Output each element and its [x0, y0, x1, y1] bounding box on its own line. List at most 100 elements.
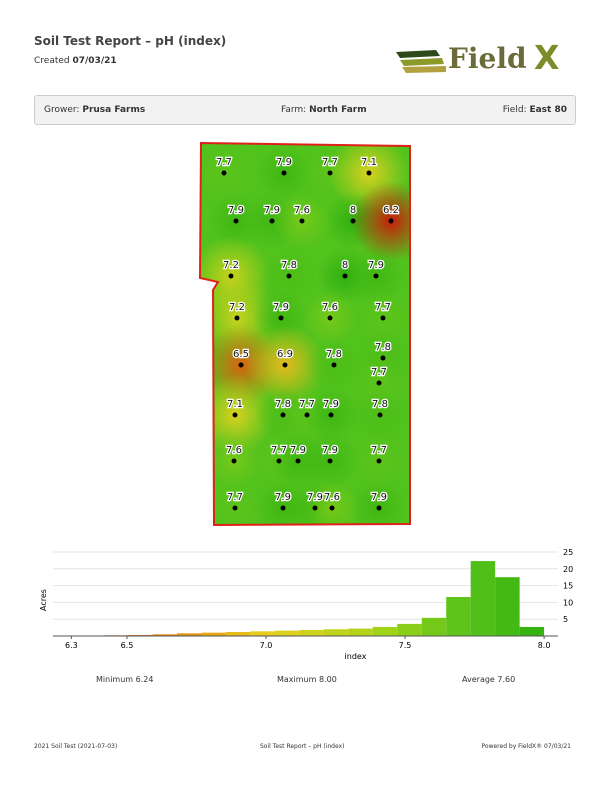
sample-label: 7.6 — [324, 492, 340, 503]
bar — [177, 633, 202, 636]
stat-max: Maximum 8.00 — [277, 675, 337, 684]
sample-dot — [295, 458, 301, 464]
sample-label: 7.8 — [281, 260, 297, 271]
sample-dot — [327, 458, 333, 464]
sample-dot — [380, 355, 386, 361]
sample-dot — [376, 380, 382, 386]
sample-label: 7.9 — [264, 205, 280, 216]
sample-label: 7.7 — [371, 367, 387, 378]
y-tick-label: 20 — [563, 565, 573, 574]
bar — [299, 629, 324, 636]
bar — [421, 617, 447, 636]
sample-dot — [232, 412, 238, 418]
sample-label: 7.9 — [371, 492, 387, 503]
sample-label: 7.9 — [322, 445, 338, 456]
sample-label: 7.2 — [223, 260, 239, 271]
stat-avg: Average 7.60 — [462, 675, 515, 684]
value: Prusa Farms — [82, 105, 146, 115]
logo-icon — [396, 50, 446, 73]
x-tick-label: 6.3 — [65, 641, 78, 650]
label: Average — [462, 675, 495, 684]
bar — [397, 623, 422, 636]
x-tick-label: 7.5 — [399, 641, 412, 650]
sample-dot — [276, 458, 282, 464]
x-tick-label: 7.0 — [260, 641, 273, 650]
sample-label: 7.9 — [323, 399, 339, 410]
sample-label: 6.9 — [277, 349, 293, 360]
sample-dot — [238, 362, 244, 368]
sample-dot — [327, 170, 333, 176]
label: Grower: — [44, 105, 80, 115]
sample-label: 7.9 — [228, 205, 244, 216]
sample-label: 7.7 — [371, 445, 387, 456]
footer-left: 2021 Soil Test (2021-07-03) — [34, 743, 118, 750]
field-map: 7.7 7.9 7.7 7.17.9 7.9 7.6 8 6.27.2 7.8 8 7.97.2 7.… — [198, 141, 411, 527]
x-axis-label: index — [345, 652, 367, 661]
sample-dot — [327, 315, 333, 321]
sample-label: 7.9 — [275, 492, 291, 503]
sample-label: 7.9 — [290, 445, 306, 456]
sample-dot — [233, 218, 239, 224]
sample-label: 7.9 — [273, 302, 289, 313]
sample-dot — [350, 218, 356, 224]
sample-label: 7.8 — [372, 399, 388, 410]
sample-dot — [342, 273, 348, 279]
created: Created 07/03/21 — [34, 56, 117, 66]
label: Maximum — [277, 675, 317, 684]
sample-label: 7.7 — [299, 399, 315, 410]
bar — [152, 634, 178, 636]
sample-dot — [282, 362, 288, 368]
bar — [348, 628, 373, 636]
sample-label: 7.8 — [326, 349, 342, 360]
sample-label: 7.7 — [227, 492, 243, 503]
sample-label: 6.5 — [233, 349, 249, 360]
y-tick-label: 15 — [563, 582, 573, 591]
sample-label: 7.2 — [229, 302, 245, 313]
bar — [201, 632, 226, 636]
sample-label: 7.6 — [322, 302, 338, 313]
farm: Farm: North Farm — [281, 105, 367, 115]
value: 8.00 — [318, 675, 337, 684]
value: East 80 — [529, 105, 567, 115]
title: Soil Test Report – pH (index) — [34, 34, 227, 48]
sample-dot — [329, 505, 335, 511]
logo: Field X — [396, 38, 566, 77]
logo-word: Field — [448, 42, 527, 75]
sample-dot — [278, 315, 284, 321]
sample-dot — [380, 315, 386, 321]
y-tick-label: 10 — [563, 598, 573, 607]
bar — [250, 631, 275, 636]
bar — [274, 630, 300, 636]
histogram: 5 10 15 20 25 6.3 6.5 7.0 7.5 8.0 index Acres — [39, 548, 573, 661]
bar — [372, 626, 398, 636]
sample-dot — [304, 412, 310, 418]
y-axis-label: Acres — [39, 589, 48, 611]
sample-dot — [231, 458, 237, 464]
value: 7.60 — [497, 675, 516, 684]
sample-dot — [269, 218, 275, 224]
footer-center: Soil Test Report – pH (index) — [260, 743, 345, 750]
sample-label: 7.9 — [276, 157, 292, 168]
sample-dot — [331, 362, 337, 368]
sample-label: 7.1 — [361, 157, 377, 168]
sample-dot — [228, 273, 234, 279]
y-tick-label: 5 — [563, 615, 568, 624]
label: Minimum — [96, 675, 134, 684]
sample-label: 7.8 — [275, 399, 291, 410]
sample-label: 7.8 — [375, 342, 391, 353]
sample-dot — [280, 412, 286, 418]
sample-label: 7.7 — [271, 445, 287, 456]
bar — [128, 634, 153, 636]
sample-dot — [281, 170, 287, 176]
sample-dot — [376, 458, 382, 464]
label: Field: — [502, 105, 527, 115]
bar — [323, 629, 349, 636]
footer-right: Powered by FieldX® 07/03/21 — [481, 743, 572, 750]
created-date: 07/03/21 — [72, 56, 117, 66]
sample-dot — [299, 218, 305, 224]
sample-dot — [286, 273, 292, 279]
value: 6.24 — [135, 675, 154, 684]
bar — [225, 631, 251, 636]
sample-label: 7.7 — [216, 157, 232, 168]
